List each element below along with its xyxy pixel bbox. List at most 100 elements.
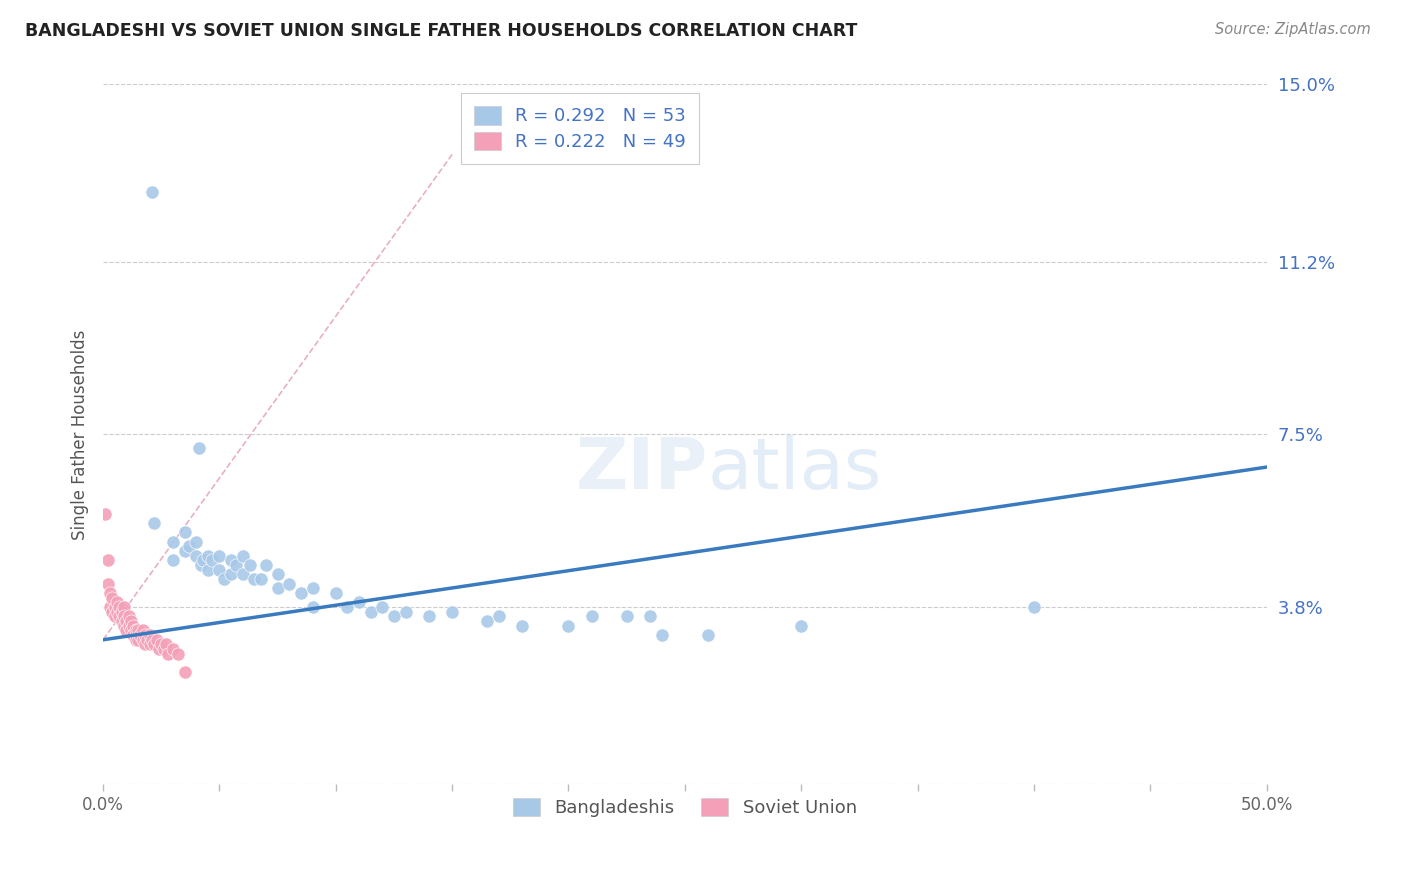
Point xyxy=(557,619,579,633)
Point xyxy=(127,624,149,638)
Point xyxy=(418,609,440,624)
Point xyxy=(94,507,117,521)
Point xyxy=(790,619,813,633)
Point xyxy=(301,600,323,615)
Point xyxy=(112,609,135,624)
Point xyxy=(1022,600,1045,615)
Point xyxy=(254,558,277,573)
Point xyxy=(219,567,242,582)
Point xyxy=(129,628,152,642)
Point xyxy=(141,632,163,647)
Point xyxy=(108,609,131,624)
Point xyxy=(145,632,167,647)
Point xyxy=(441,605,464,619)
Point xyxy=(193,553,215,567)
Point xyxy=(118,609,141,624)
Point xyxy=(186,534,208,549)
Point xyxy=(250,572,273,586)
Point xyxy=(97,553,120,567)
Point xyxy=(152,642,174,657)
Point xyxy=(186,549,208,563)
Point xyxy=(150,637,173,651)
Point xyxy=(115,624,138,638)
Point xyxy=(212,572,235,586)
Point xyxy=(112,600,135,615)
Point xyxy=(301,582,323,596)
Point xyxy=(197,563,219,577)
Legend: Bangladeshis, Soviet Union: Bangladeshis, Soviet Union xyxy=(505,790,865,824)
Point xyxy=(243,572,266,586)
Point xyxy=(208,549,231,563)
Point xyxy=(394,605,416,619)
Point xyxy=(125,624,148,638)
Text: ZIP: ZIP xyxy=(576,435,709,504)
Point xyxy=(208,563,231,577)
Point xyxy=(131,624,153,638)
Point xyxy=(219,553,242,567)
Point xyxy=(510,619,533,633)
Point xyxy=(143,516,166,530)
Point xyxy=(239,558,262,573)
Point xyxy=(232,567,254,582)
Point xyxy=(97,576,120,591)
Point xyxy=(162,553,184,567)
Point xyxy=(347,595,370,609)
Point xyxy=(173,665,195,680)
Text: BANGLADESHI VS SOVIET UNION SINGLE FATHER HOUSEHOLDS CORRELATION CHART: BANGLADESHI VS SOVIET UNION SINGLE FATHE… xyxy=(25,22,858,40)
Point xyxy=(105,605,128,619)
Point xyxy=(122,619,145,633)
Point xyxy=(104,609,127,624)
Point xyxy=(488,609,510,624)
Point xyxy=(155,637,177,651)
Point xyxy=(201,553,224,567)
Point xyxy=(98,600,121,615)
Point xyxy=(138,628,160,642)
Point xyxy=(382,609,405,624)
Point xyxy=(157,647,180,661)
Point xyxy=(166,647,188,661)
Point xyxy=(360,605,382,619)
Point xyxy=(125,632,148,647)
Point xyxy=(638,609,661,624)
Point xyxy=(225,558,247,573)
Point xyxy=(325,586,347,600)
Point xyxy=(616,609,638,624)
Point xyxy=(141,185,163,199)
Point xyxy=(266,567,288,582)
Point xyxy=(122,628,145,642)
Point xyxy=(232,549,254,563)
Point xyxy=(101,591,124,605)
Point xyxy=(697,628,720,642)
Point xyxy=(179,540,201,554)
Point xyxy=(162,534,184,549)
Point xyxy=(127,632,149,647)
Point xyxy=(112,619,135,633)
Point xyxy=(143,637,166,651)
Point xyxy=(148,642,170,657)
Point xyxy=(197,549,219,563)
Point xyxy=(136,632,159,647)
Point xyxy=(105,595,128,609)
Point xyxy=(371,600,394,615)
Point xyxy=(104,600,127,615)
Text: Source: ZipAtlas.com: Source: ZipAtlas.com xyxy=(1215,22,1371,37)
Point xyxy=(101,605,124,619)
Point xyxy=(118,619,141,633)
Point xyxy=(290,586,312,600)
Point xyxy=(187,442,209,456)
Point xyxy=(134,628,156,642)
Point xyxy=(98,586,121,600)
Point xyxy=(162,642,184,657)
Point xyxy=(173,525,195,540)
Point xyxy=(581,609,603,624)
Point xyxy=(138,637,160,651)
Point xyxy=(131,632,153,647)
Point xyxy=(336,600,359,615)
Y-axis label: Single Father Households: Single Father Households xyxy=(72,329,89,540)
Text: atlas: atlas xyxy=(709,435,883,504)
Point xyxy=(475,614,498,628)
Point xyxy=(173,544,195,558)
Point xyxy=(134,637,156,651)
Point xyxy=(111,605,134,619)
Point xyxy=(651,628,673,642)
